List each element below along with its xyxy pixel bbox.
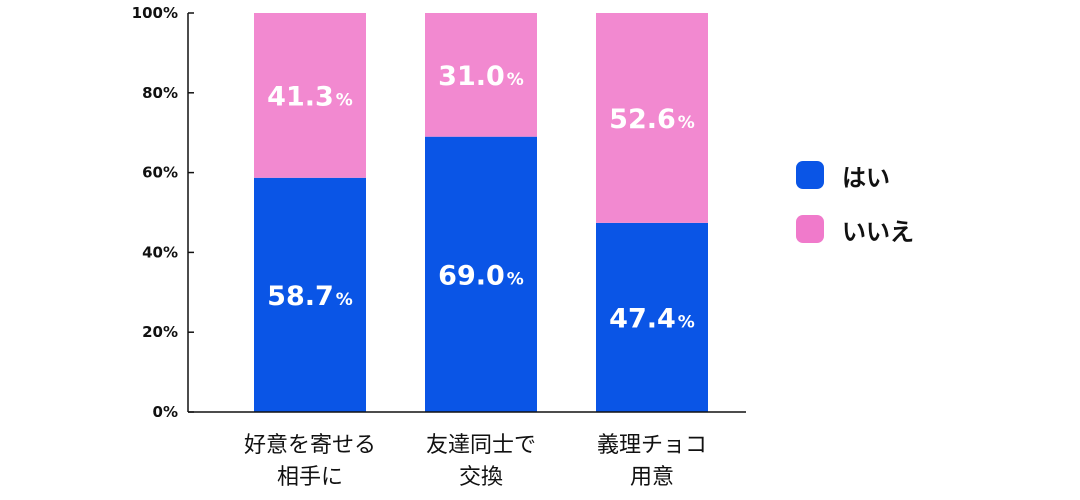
category-label-2: 義理チョコ用意 [597,433,707,490]
legend-label-no: いいえ [842,217,914,246]
legend-label-yes: はい [842,163,890,192]
y-tick-label-3: 60% [142,164,178,182]
legend-item-yes: はい [796,160,914,192]
value-label-no-1: 31.0% [438,61,524,92]
value-label-no-2: 52.6% [609,104,695,135]
legend-swatch-no [796,215,824,243]
y-tick-label-5: 100% [132,4,178,22]
bar-yes-0 [254,177,366,412]
bar-no-0 [254,13,366,178]
value-label-yes-2: 47.4% [609,303,695,334]
legend: はい いいえ [796,160,914,268]
value-label-yes-1: 69.0% [438,260,524,291]
y-tick-label-4: 80% [142,84,178,102]
category-label-1: 友達同士で交換 [426,433,536,490]
value-label-yes-0: 58.7% [267,281,353,312]
legend-item-no: いいえ [796,214,914,246]
bar-no-1 [425,13,537,137]
y-tick-label-0: 0% [153,403,178,421]
category-label-0: 好意を寄せる相手に [244,433,376,490]
bar-yes-2 [596,222,708,412]
value-label-no-0: 41.3% [267,81,353,112]
bar-yes-1 [425,136,537,412]
bar-no-2 [596,13,708,223]
y-tick-label-2: 40% [142,243,178,261]
legend-swatch-yes [796,161,824,189]
y-tick-label-1: 20% [142,323,178,341]
